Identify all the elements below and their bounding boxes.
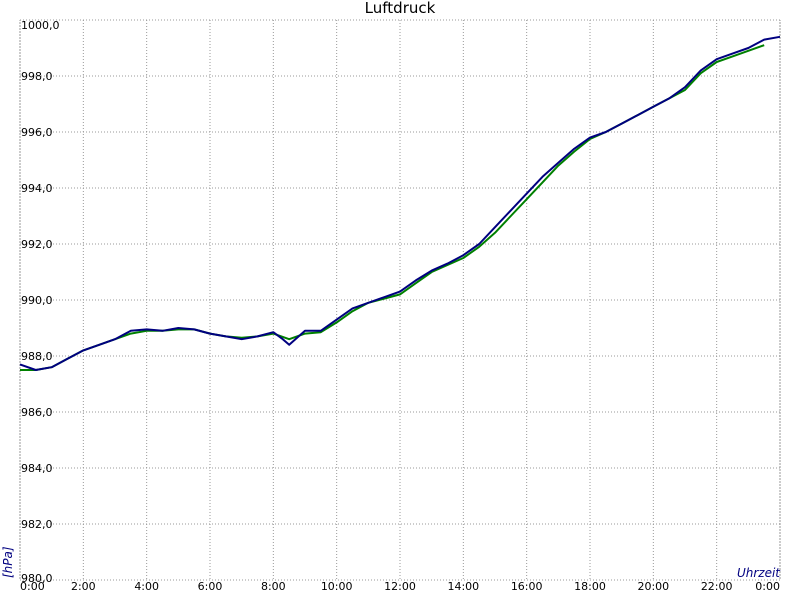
x-tick-label: 6:00	[198, 580, 223, 593]
x-tick-label: 2:00	[71, 580, 96, 593]
x-tick-label: 22:00	[701, 580, 733, 593]
y-tick-label: 988,0	[21, 350, 53, 363]
y-tick-label: 982,0	[21, 518, 53, 531]
y-tick-label: 992,0	[21, 238, 53, 251]
chart-title: Luftdruck	[365, 0, 436, 17]
x-tick-label: 14:00	[447, 580, 479, 593]
y-tick-label: 994,0	[21, 182, 53, 195]
x-tick-label: 8:00	[261, 580, 286, 593]
x-tick-label: 12:00	[384, 580, 416, 593]
series-lines	[19, 35, 781, 371]
x-tick-label: 10:00	[321, 580, 353, 593]
x-tick-label: 0:00	[755, 580, 780, 593]
y-tick-label: 998,0	[21, 70, 53, 83]
y-tick-label: 980,0	[21, 572, 53, 585]
y-tick-label: 990,0	[21, 294, 53, 307]
y-tick-label: 1000,0	[21, 19, 60, 32]
x-tick-label: 16:00	[511, 580, 543, 593]
y-tick-label: 996,0	[21, 126, 53, 139]
x-tick-label: 20:00	[637, 580, 669, 593]
y-tick-label: 984,0	[21, 462, 53, 475]
grid	[19, 19, 781, 581]
x-axis-label: Uhrzeit	[737, 566, 781, 580]
x-tick-label: 4:00	[134, 580, 159, 593]
series-line-0	[19, 35, 781, 371]
x-tick-label: 18:00	[574, 580, 606, 593]
tick-labels: 0:00 2:00 4:00 6:00 8:00 10:00 12:00 14:00 16:00…	[20, 19, 780, 593]
y-axis-label: [hPa]	[1, 546, 15, 578]
y-tick-label: 986,0	[21, 406, 53, 419]
x-tick-label: 0:00	[20, 580, 45, 593]
